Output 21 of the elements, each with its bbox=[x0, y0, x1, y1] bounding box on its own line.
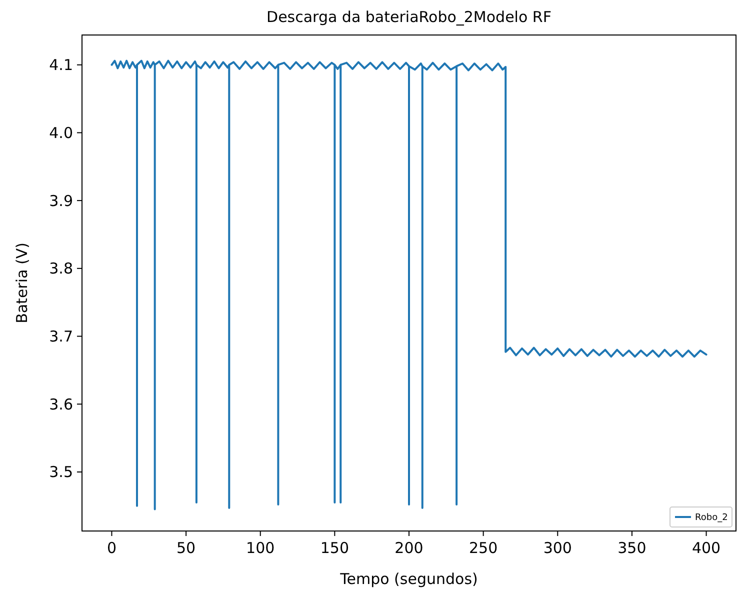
y-tick-label: 3.6 bbox=[49, 395, 73, 414]
y-tick-label: 4.1 bbox=[49, 56, 73, 74]
line-series bbox=[110, 60, 708, 510]
chart-title: Descarga da bateriaRobo_2Modelo RF bbox=[266, 8, 552, 26]
x-tick-label: 350 bbox=[618, 539, 646, 557]
y-tick-label: 3.8 bbox=[49, 260, 73, 278]
x-tick-label: 100 bbox=[246, 539, 275, 557]
legend-label: Robo_2 bbox=[695, 513, 728, 524]
x-axis-title: Tempo (segundos) bbox=[339, 570, 478, 588]
x-tick-label: 300 bbox=[543, 539, 572, 557]
x-tick-label: 400 bbox=[692, 539, 721, 557]
x-tick-label: 0 bbox=[106, 539, 116, 557]
x-tick-label: 200 bbox=[394, 539, 424, 557]
y-tick-label: 3.5 bbox=[49, 463, 73, 482]
x-tick-label: 250 bbox=[469, 539, 498, 557]
y-tick-label: 4.0 bbox=[49, 124, 73, 142]
x-tick-label: 150 bbox=[320, 539, 349, 557]
y-tick-label: 3.9 bbox=[49, 192, 73, 210]
y-tick-label: 3.7 bbox=[49, 328, 73, 346]
y-axis-title: Bateria (V) bbox=[13, 242, 31, 324]
x-tick-label: 50 bbox=[176, 539, 196, 557]
